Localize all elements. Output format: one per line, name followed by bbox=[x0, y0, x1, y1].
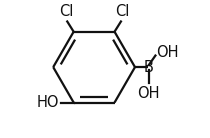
Text: Cl: Cl bbox=[59, 4, 73, 19]
Text: B: B bbox=[144, 60, 154, 75]
Text: HO: HO bbox=[37, 95, 60, 110]
Text: OH: OH bbox=[137, 86, 160, 100]
Text: OH: OH bbox=[156, 45, 179, 60]
Text: Cl: Cl bbox=[115, 4, 129, 19]
